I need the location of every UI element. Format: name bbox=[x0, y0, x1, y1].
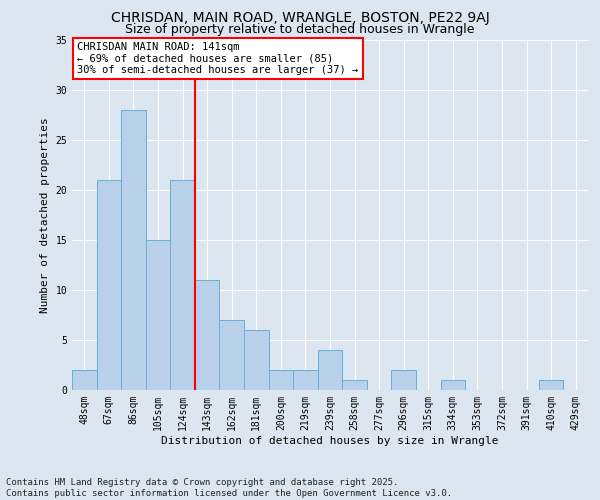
Text: Size of property relative to detached houses in Wrangle: Size of property relative to detached ho… bbox=[125, 22, 475, 36]
Bar bbox=[269, 370, 293, 390]
Bar bbox=[539, 380, 563, 390]
Text: CHRISDAN, MAIN ROAD, WRANGLE, BOSTON, PE22 9AJ: CHRISDAN, MAIN ROAD, WRANGLE, BOSTON, PE… bbox=[110, 11, 490, 25]
Bar bbox=[440, 380, 465, 390]
Bar bbox=[220, 320, 244, 390]
Bar bbox=[170, 180, 195, 390]
Bar bbox=[391, 370, 416, 390]
Bar bbox=[195, 280, 220, 390]
Text: CHRISDAN MAIN ROAD: 141sqm
← 69% of detached houses are smaller (85)
30% of semi: CHRISDAN MAIN ROAD: 141sqm ← 69% of deta… bbox=[77, 42, 358, 75]
Bar bbox=[244, 330, 269, 390]
Bar bbox=[146, 240, 170, 390]
Y-axis label: Number of detached properties: Number of detached properties bbox=[40, 117, 50, 313]
X-axis label: Distribution of detached houses by size in Wrangle: Distribution of detached houses by size … bbox=[161, 436, 499, 446]
Bar bbox=[293, 370, 318, 390]
Bar bbox=[97, 180, 121, 390]
Bar bbox=[318, 350, 342, 390]
Text: Contains HM Land Registry data © Crown copyright and database right 2025.
Contai: Contains HM Land Registry data © Crown c… bbox=[6, 478, 452, 498]
Bar bbox=[72, 370, 97, 390]
Bar bbox=[121, 110, 146, 390]
Bar bbox=[342, 380, 367, 390]
